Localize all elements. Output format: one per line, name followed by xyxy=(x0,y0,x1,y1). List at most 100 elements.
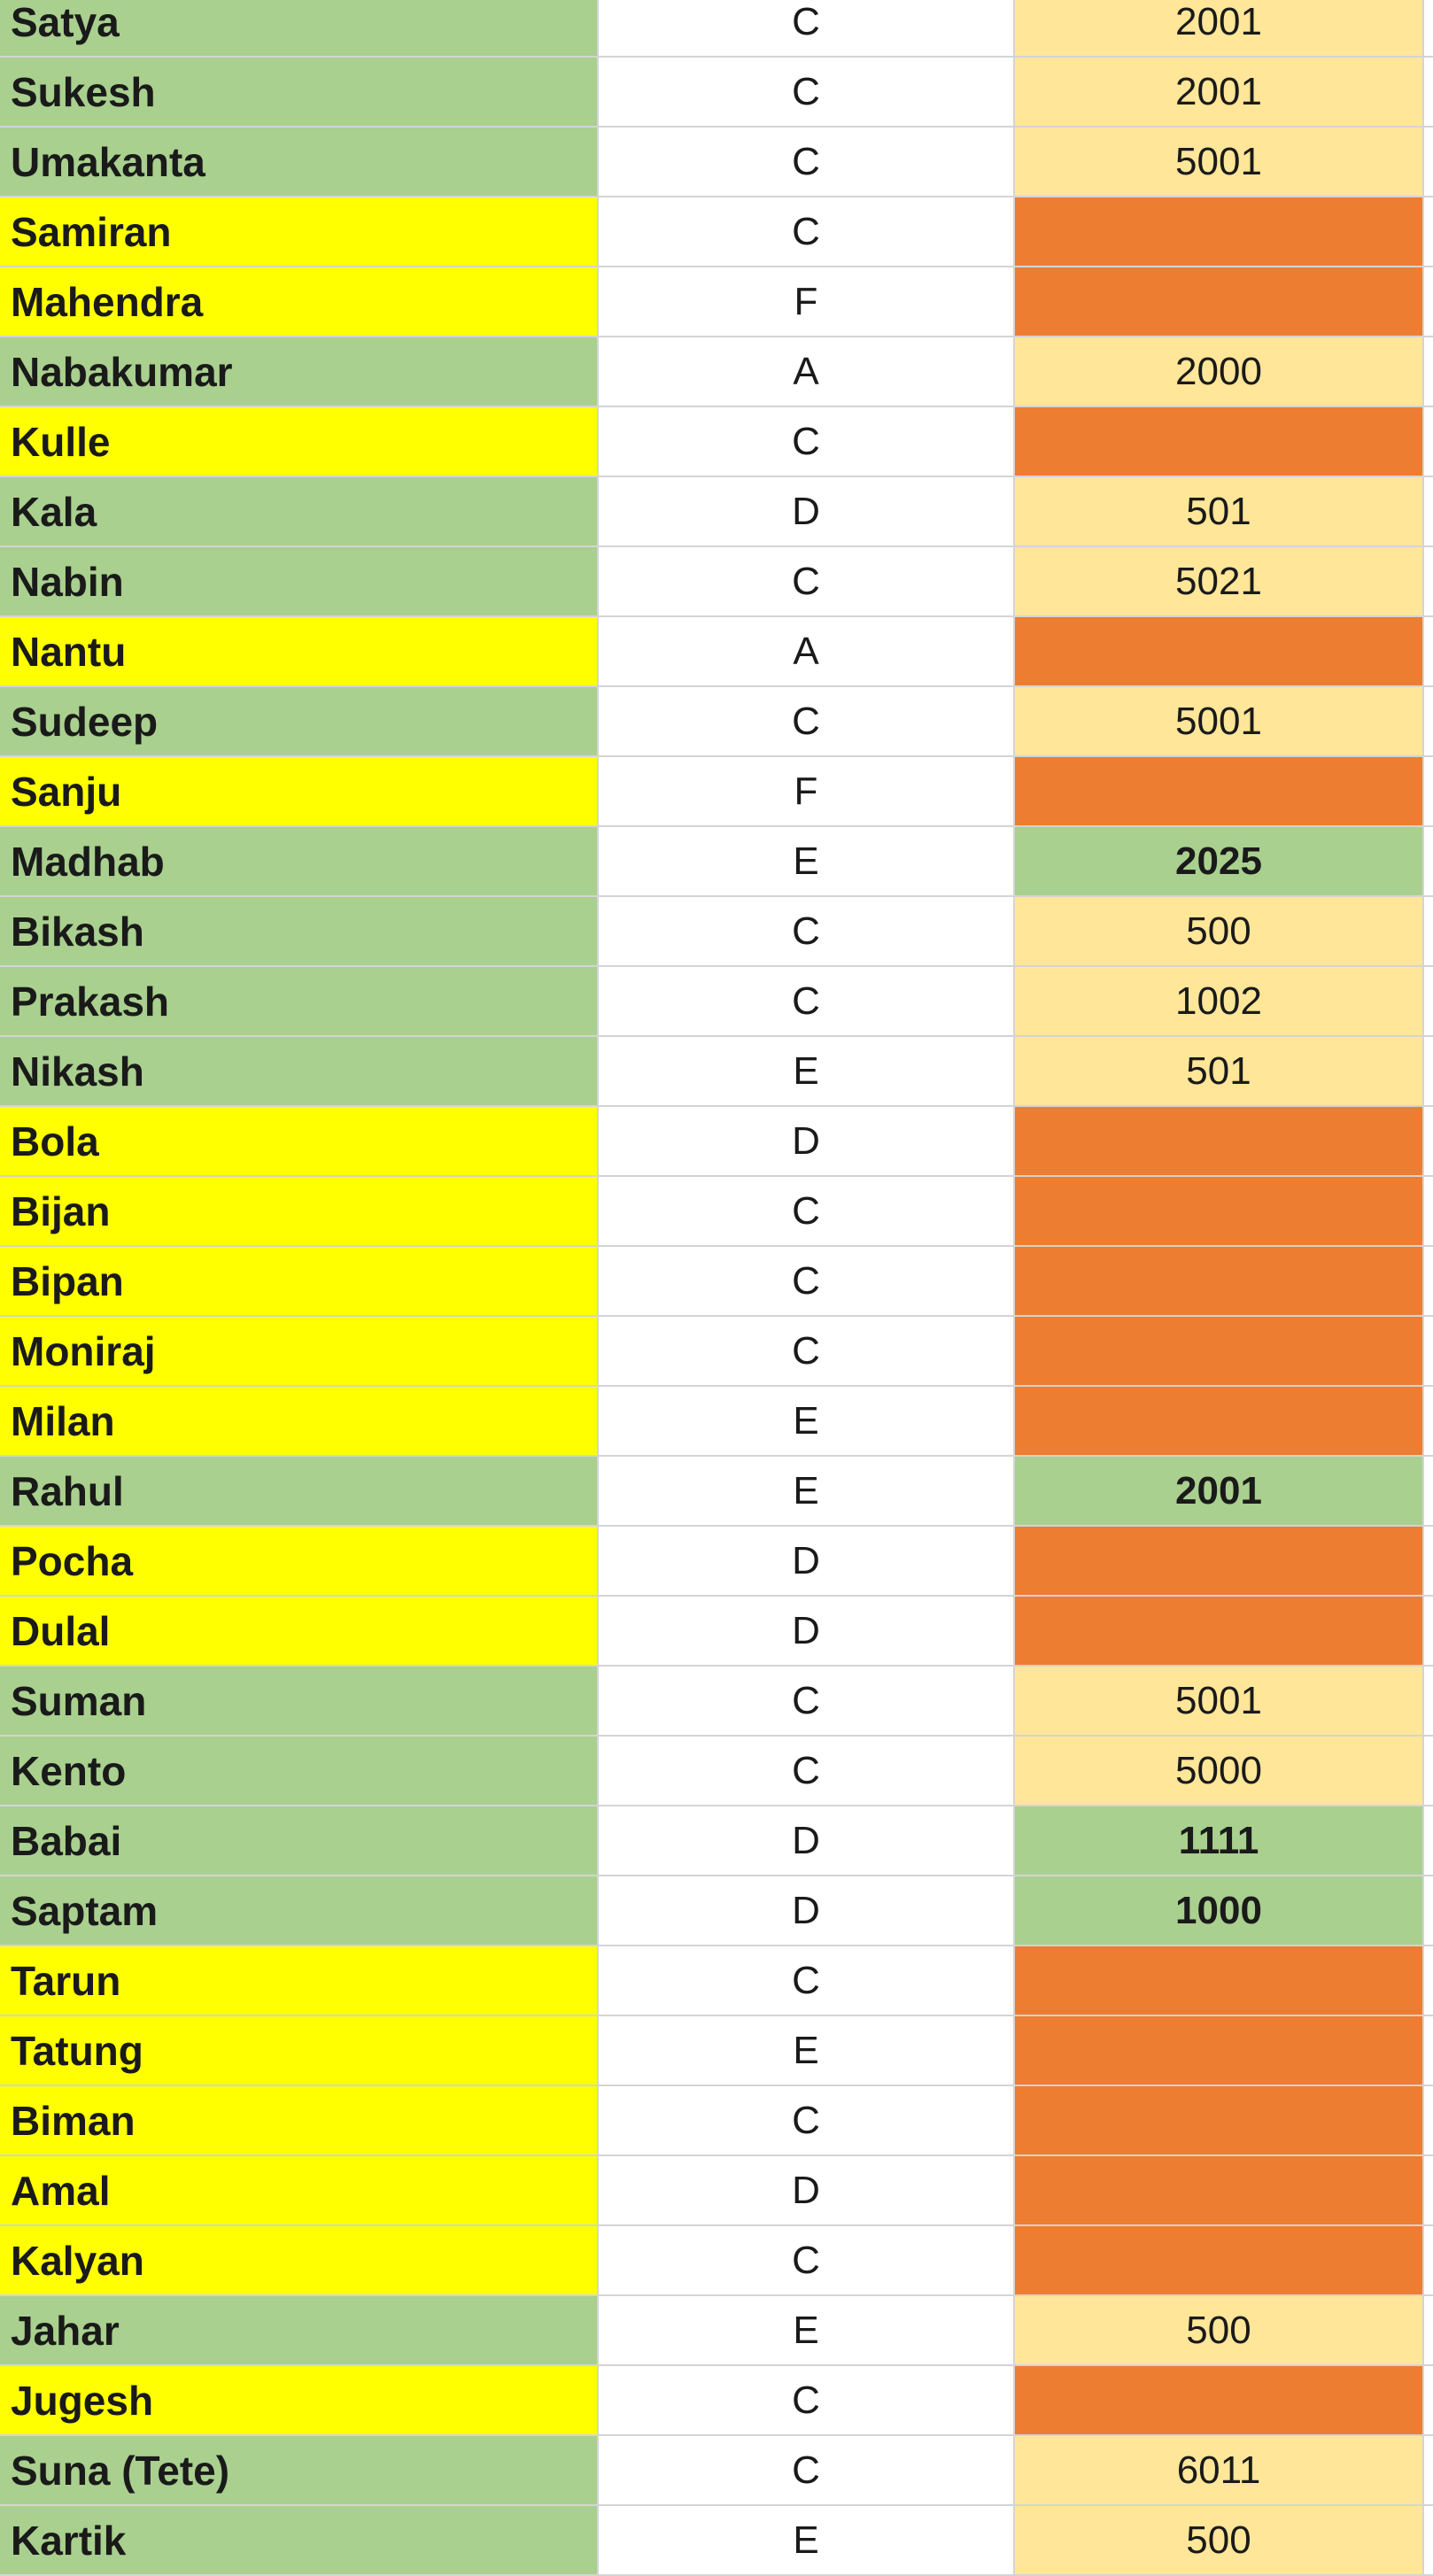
grade-cell[interactable]: D xyxy=(599,1597,1015,1667)
value-cell[interactable]: 500 xyxy=(1015,897,1424,967)
grade-cell[interactable]: C xyxy=(599,2226,1015,2296)
value-cell[interactable] xyxy=(1015,1597,1424,1667)
grade-cell[interactable]: E xyxy=(599,1457,1015,1527)
value-cell[interactable]: 2001 xyxy=(1015,0,1424,58)
name-cell[interactable]: Dulal xyxy=(0,1597,599,1667)
value-cell[interactable] xyxy=(1015,1387,1424,1457)
name-cell[interactable]: Tarun xyxy=(0,1946,599,2016)
value-cell[interactable]: 501 xyxy=(1015,477,1424,547)
name-cell[interactable]: Nantu xyxy=(0,617,599,687)
grade-cell[interactable]: C xyxy=(599,0,1015,58)
value-cell[interactable]: 5001 xyxy=(1015,687,1424,757)
grade-cell[interactable]: A xyxy=(599,337,1015,407)
value-cell[interactable]: 5001 xyxy=(1015,1667,1424,1737)
grade-cell[interactable]: C xyxy=(599,197,1015,267)
grade-cell[interactable]: C xyxy=(599,407,1015,477)
grade-cell[interactable]: C xyxy=(599,1737,1015,1806)
name-cell[interactable]: Mahendra xyxy=(0,267,599,337)
value-cell[interactable] xyxy=(1015,267,1424,337)
grade-cell[interactable]: D xyxy=(599,1876,1015,1946)
name-cell[interactable]: Madhab xyxy=(0,827,599,897)
grade-cell[interactable]: C xyxy=(599,897,1015,967)
grade-cell[interactable]: C xyxy=(599,687,1015,757)
grade-cell[interactable]: E xyxy=(599,1037,1015,1107)
value-cell[interactable] xyxy=(1015,1317,1424,1387)
grade-cell[interactable]: C xyxy=(599,1317,1015,1387)
name-cell[interactable]: Nabin xyxy=(0,547,599,617)
value-cell[interactable] xyxy=(1015,2086,1424,2156)
grade-cell[interactable]: E xyxy=(599,2296,1015,2366)
value-cell[interactable]: 2001 xyxy=(1015,1457,1424,1527)
name-cell[interactable]: Jahar xyxy=(0,2296,599,2366)
value-cell[interactable] xyxy=(1015,1946,1424,2016)
value-cell[interactable] xyxy=(1015,1247,1424,1317)
value-cell[interactable]: 5021 xyxy=(1015,547,1424,617)
name-cell[interactable]: Kulle xyxy=(0,407,599,477)
name-cell[interactable]: Babai xyxy=(0,1806,599,1876)
value-cell[interactable]: 501 xyxy=(1015,1037,1424,1107)
grade-cell[interactable]: C xyxy=(599,2436,1015,2506)
name-cell[interactable]: Kento xyxy=(0,1737,599,1806)
value-cell[interactable] xyxy=(1015,1527,1424,1597)
grade-cell[interactable]: C xyxy=(599,547,1015,617)
name-cell[interactable]: Kalyan xyxy=(0,2226,599,2296)
grade-cell[interactable]: C xyxy=(599,128,1015,197)
grade-cell[interactable]: E xyxy=(599,1387,1015,1457)
value-cell[interactable] xyxy=(1015,757,1424,827)
value-cell[interactable] xyxy=(1015,2366,1424,2436)
value-cell[interactable] xyxy=(1015,2156,1424,2226)
name-cell[interactable]: Sanju xyxy=(0,757,599,827)
value-cell[interactable] xyxy=(1015,1177,1424,1247)
grade-cell[interactable]: C xyxy=(599,1667,1015,1737)
name-cell[interactable]: Bijan xyxy=(0,1177,599,1247)
grade-cell[interactable]: D xyxy=(599,2156,1015,2226)
name-cell[interactable]: Rahul xyxy=(0,1457,599,1527)
value-cell[interactable] xyxy=(1015,2226,1424,2296)
value-cell[interactable] xyxy=(1015,617,1424,687)
value-cell[interactable]: 2001 xyxy=(1015,58,1424,128)
value-cell[interactable] xyxy=(1015,407,1424,477)
grade-cell[interactable]: C xyxy=(599,2366,1015,2436)
value-cell[interactable]: 5000 xyxy=(1015,1737,1424,1806)
value-cell[interactable]: 1000 xyxy=(1015,1876,1424,1946)
name-cell[interactable]: Satya xyxy=(0,0,599,58)
name-cell[interactable]: Bikash xyxy=(0,897,599,967)
name-cell[interactable]: Bola xyxy=(0,1107,599,1177)
value-cell[interactable]: 500 xyxy=(1015,2296,1424,2366)
value-cell[interactable]: 6011 xyxy=(1015,2436,1424,2506)
name-cell[interactable]: Jugesh xyxy=(0,2366,599,2436)
grade-cell[interactable]: A xyxy=(599,617,1015,687)
value-cell[interactable] xyxy=(1015,197,1424,267)
grade-cell[interactable]: D xyxy=(599,1527,1015,1597)
name-cell[interactable]: Tatung xyxy=(0,2016,599,2086)
value-cell[interactable]: 2025 xyxy=(1015,827,1424,897)
value-cell[interactable]: 5001 xyxy=(1015,128,1424,197)
name-cell[interactable]: Prakash xyxy=(0,967,599,1037)
grade-cell[interactable]: E xyxy=(599,827,1015,897)
name-cell[interactable]: Bipan xyxy=(0,1247,599,1317)
name-cell[interactable]: Pocha xyxy=(0,1527,599,1597)
grade-cell[interactable]: D xyxy=(599,1806,1015,1876)
name-cell[interactable]: Biman xyxy=(0,2086,599,2156)
grade-cell[interactable]: F xyxy=(599,267,1015,337)
name-cell[interactable]: Kartik xyxy=(0,2506,599,2576)
value-cell[interactable]: 1002 xyxy=(1015,967,1424,1037)
grade-cell[interactable]: E xyxy=(599,2016,1015,2086)
name-cell[interactable]: Umakanta xyxy=(0,128,599,197)
name-cell[interactable]: Samiran xyxy=(0,197,599,267)
value-cell[interactable] xyxy=(1015,2016,1424,2086)
name-cell[interactable]: Milan xyxy=(0,1387,599,1457)
name-cell[interactable]: Amal xyxy=(0,2156,599,2226)
grade-cell[interactable]: D xyxy=(599,1107,1015,1177)
name-cell[interactable]: Sudeep xyxy=(0,687,599,757)
name-cell[interactable]: Saptam xyxy=(0,1876,599,1946)
grade-cell[interactable]: D xyxy=(599,477,1015,547)
value-cell[interactable]: 500 xyxy=(1015,2506,1424,2576)
grade-cell[interactable]: C xyxy=(599,967,1015,1037)
value-cell[interactable] xyxy=(1015,1107,1424,1177)
grade-cell[interactable]: C xyxy=(599,2086,1015,2156)
grade-cell[interactable]: C xyxy=(599,1177,1015,1247)
grade-cell[interactable]: C xyxy=(599,58,1015,128)
name-cell[interactable]: Moniraj xyxy=(0,1317,599,1387)
value-cell[interactable]: 1111 xyxy=(1015,1806,1424,1876)
